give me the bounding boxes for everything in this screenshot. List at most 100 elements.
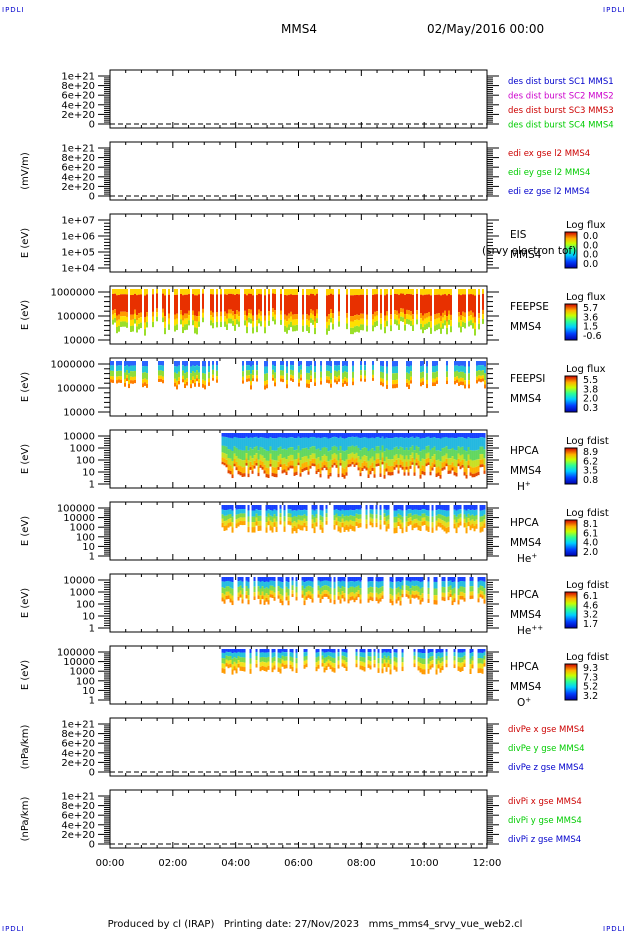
spectrogram-cell — [297, 445, 300, 453]
spectrogram-cell — [225, 515, 228, 521]
spectrogram-cell — [475, 524, 478, 529]
spectrogram-cell — [395, 662, 398, 668]
spectrogram-cell — [319, 473, 322, 478]
spectrogram-cell — [471, 656, 474, 661]
spectrogram-cell — [463, 509, 466, 515]
spectrogram-cell — [406, 379, 408, 383]
spectrogram-cell — [321, 591, 324, 596]
x-tick-label: 06:00 — [284, 858, 313, 869]
spectrogram-cell — [457, 600, 460, 605]
spectrogram-cell — [463, 655, 466, 660]
spectrogram-cell — [286, 327, 288, 334]
spectrogram-cell — [454, 371, 456, 378]
spectrogram-cell — [310, 313, 312, 319]
spectrogram-cell — [346, 382, 348, 386]
spectrogram-cell — [280, 375, 282, 379]
spectrogram-cell — [220, 294, 222, 312]
spectrogram-cell — [229, 598, 232, 603]
spectrogram-cell — [264, 385, 266, 390]
spectrogram-cell — [373, 438, 376, 451]
spectrogram-cell — [221, 461, 224, 465]
spectrogram-cell — [297, 462, 300, 466]
spectrogram-cell — [323, 580, 326, 586]
spectrogram-cell — [221, 509, 224, 515]
spectrogram-cell — [291, 666, 294, 672]
spectrogram-cell — [471, 660, 474, 665]
spectrogram-cell — [443, 461, 446, 467]
spectrogram-cell — [469, 591, 472, 596]
spectrogram-cell — [325, 649, 328, 653]
spectrogram-cell — [365, 523, 368, 529]
spectrogram-cell — [303, 462, 306, 468]
spectrogram-cell — [198, 382, 200, 387]
spectrogram-cell — [358, 320, 360, 327]
spectrogram-cell — [247, 438, 250, 451]
spectrogram-cell — [411, 452, 414, 458]
spectrogram-cell — [401, 437, 404, 448]
spectrogram-cell — [192, 371, 194, 377]
y-tick-label: 1 — [89, 696, 95, 707]
spectrogram-cell — [439, 505, 442, 510]
spectrogram-cell — [387, 655, 390, 660]
spectrogram-cell — [327, 474, 330, 479]
colorbar-title: Log fdist — [566, 652, 609, 663]
spectrogram-cell — [362, 324, 364, 331]
spectrogram-cell — [373, 651, 376, 656]
spectrogram-cell — [346, 317, 348, 324]
spectrogram-cell — [459, 433, 462, 438]
spectrogram-cell — [310, 309, 312, 314]
spectrogram-cell — [358, 315, 360, 321]
spectrogram-cell — [232, 311, 234, 316]
spectrogram-cell — [356, 319, 358, 326]
spectrogram-cell — [386, 294, 388, 312]
spectrogram-cell — [316, 313, 318, 319]
spectrogram-cell — [408, 361, 410, 367]
spectrogram-cell — [469, 663, 472, 669]
spectrogram-cell — [460, 326, 462, 333]
spectrogram-cell — [346, 372, 348, 379]
spectrogram-cell — [212, 369, 214, 375]
spectrogram-cell — [230, 313, 232, 319]
spectrogram-cell — [160, 365, 162, 371]
spectrogram-cell — [188, 294, 190, 311]
spectrogram-cell — [208, 382, 210, 386]
panel-hpca-h — [98, 429, 578, 489]
spectrogram-cell — [288, 324, 290, 331]
spectrogram-cell — [445, 446, 448, 454]
spectrogram-cell — [291, 454, 294, 461]
spectrogram-cell — [463, 663, 466, 668]
spectrogram-cell — [273, 581, 276, 587]
spectrogram-cell — [410, 365, 412, 372]
spectrogram-cell — [246, 289, 248, 296]
spectrogram-cell — [243, 450, 246, 461]
spectrogram-cell — [366, 314, 368, 320]
spectrogram-cell — [369, 513, 372, 518]
spectrogram-cell — [479, 652, 482, 659]
spectrogram-cell — [303, 656, 306, 661]
spectrogram-cell — [256, 326, 258, 333]
spectrogram-cell — [372, 314, 374, 320]
spectrogram-cell — [227, 514, 230, 520]
spectrogram-cell — [124, 382, 126, 387]
spectrogram-cell — [279, 577, 282, 582]
spectrogram-cell — [327, 580, 330, 587]
spectrogram-cell — [465, 438, 468, 452]
spectrogram-cell — [271, 585, 274, 591]
spectrogram-cell — [478, 370, 480, 376]
spectrogram-cell — [349, 519, 352, 525]
spectrogram-cell — [112, 365, 114, 371]
spectrogram-cell — [232, 315, 234, 321]
spectrogram-cell — [437, 438, 440, 451]
spectrogram-cell — [463, 593, 466, 598]
spectrogram-cell — [377, 458, 380, 464]
spectrogram-cell — [231, 664, 234, 670]
spectrogram-cell — [401, 447, 404, 456]
spectrogram-cell — [401, 652, 404, 658]
spectrogram-cell — [375, 522, 378, 528]
spectrogram-cell — [261, 661, 264, 666]
spectrogram-cell — [468, 311, 470, 317]
spectrogram-cell — [310, 365, 312, 371]
legend-entry: divPe y gse MMS4 — [508, 744, 585, 754]
colorbar — [564, 375, 578, 413]
spectrogram-cell — [421, 587, 424, 594]
